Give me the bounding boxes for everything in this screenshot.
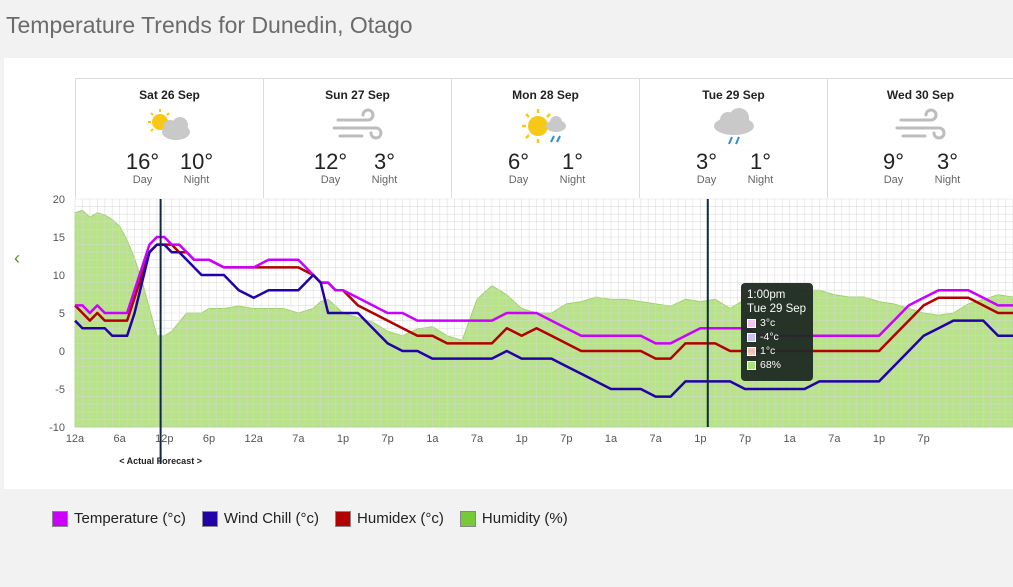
legend-humidex[interactable]: Humidex (°c) (335, 510, 444, 527)
night-temp: 10° (179, 149, 214, 174)
x-tick-label: 12a (244, 433, 263, 445)
legend-wind-chill[interactable]: Wind Chill (°c) (201, 510, 320, 527)
night-temp: 1° (561, 149, 584, 174)
x-tick-label: 7a (471, 433, 484, 445)
x-tick-label: 1a (605, 433, 618, 445)
night-temp: 1° (749, 149, 772, 174)
day-temp: 3° (695, 149, 718, 174)
chart-tooltip: 1:00pm Tue 29 Sep 3°c -4°c 1°c 68% (741, 283, 813, 381)
x-tick-label: 7p (382, 433, 394, 445)
y-tick-label: 5 (59, 308, 65, 320)
x-tick-label: 7p (739, 433, 751, 445)
day-name: Sun 27 Sep (325, 88, 390, 102)
day-panel-tue: Tue 29 Sep 3° Day 1° Night (639, 78, 827, 198)
day-label: Day (132, 174, 153, 186)
x-tick-label: 7p (560, 433, 572, 445)
night-temp: 3° (936, 149, 959, 174)
x-tick-label: 1p (337, 433, 349, 445)
humidex-swatch (747, 346, 756, 356)
x-tick-label: 12p (155, 433, 173, 445)
y-tick-label: 20 (53, 194, 65, 206)
y-tick-label: 0 (59, 346, 65, 358)
y-tick-label: -10 (49, 422, 65, 434)
tooltip-time: 1:00pm (747, 289, 786, 301)
legend-label: Humidex (°c) (357, 510, 444, 527)
x-tick-label: 6a (114, 433, 127, 445)
day-name: Sat 26 Sep (139, 88, 200, 102)
day-panel-sat: Sat 26 Sep 16° Day 10° Night (75, 78, 263, 198)
day-temp: 9° (882, 149, 905, 174)
legend-humidity[interactable]: Humidity (%) (459, 510, 568, 527)
wind-chill-swatch (747, 332, 756, 342)
day-panel-mon: Mon 28 Sep 6° Day 1° Night (451, 78, 639, 198)
temperature-swatch (52, 510, 68, 527)
night-label: Night (183, 174, 210, 186)
day-temp: 6° (507, 149, 530, 174)
day-label: Day (696, 174, 717, 186)
y-tick-label: 10 (53, 270, 65, 282)
x-tick-label: 7a (650, 433, 663, 445)
sun-cloud-icon (76, 106, 263, 150)
night-label: Night (371, 174, 398, 186)
y-tick-label: 15 (53, 232, 65, 244)
night-label: Night (747, 174, 774, 186)
night-label: Night (559, 174, 586, 186)
day-panel-wed: Wed 30 Sep 9° Day 3° Night (827, 78, 1013, 198)
series-line-wind (74, 243, 1013, 398)
wind-chill-swatch (201, 510, 218, 527)
cloud-rain-icon (640, 106, 827, 150)
day-label: Day (883, 174, 904, 186)
tooltip-date: Tue 29 Sep (747, 303, 807, 315)
night-temp: 3° (373, 149, 396, 174)
wind-icon (828, 106, 1013, 150)
day-label: Day (508, 174, 529, 186)
tooltip-wind-chill: -4°c (760, 331, 779, 343)
night-label: Night (934, 174, 961, 186)
day-name: Wed 30 Sep (886, 88, 955, 102)
x-tick-label: 7a (828, 433, 841, 445)
legend: Temperature (°c) Wind Chill (°c) Humidex… (52, 510, 568, 527)
day-temp: 16° (125, 149, 160, 174)
humidex-swatch (335, 510, 352, 527)
temperature-swatch (747, 318, 756, 328)
tooltip-humidity: 68% (760, 359, 782, 371)
day-label: Day (320, 174, 341, 186)
x-tick-label: 7p (918, 433, 930, 445)
day-name: Mon 28 Sep (512, 88, 579, 102)
series-line-temperature (75, 235, 1013, 345)
legend-label: Wind Chill (°c) (223, 510, 320, 527)
series-line-humidex (74, 243, 1013, 360)
day-panel-sun: Sun 27 Sep 12° Day 3° Night (263, 78, 451, 198)
humidity-swatch (747, 360, 756, 370)
day-name: Tue 29 Sep (702, 88, 765, 102)
x-tick-label: 1p (694, 433, 706, 445)
legend-label: Humidity (%) (481, 510, 568, 527)
tooltip-temperature: 3°c (760, 317, 776, 329)
x-tick-label: 1a (426, 433, 439, 445)
x-tick-label: 1a (784, 433, 797, 445)
legend-temperature[interactable]: Temperature (°c) (52, 510, 186, 527)
x-tick-label: 1p (873, 433, 885, 445)
humidity-swatch (459, 510, 476, 527)
x-tick-label: 12a (66, 433, 85, 445)
x-tick-label: 1p (516, 433, 528, 445)
x-tick-label: 6p (203, 433, 215, 445)
chevron-left-icon[interactable]: ‹ (14, 248, 20, 268)
legend-label: Temperature (°c) (74, 510, 186, 527)
actual-forecast-label: < Actual Forecast > (119, 456, 202, 466)
page-title: Temperature Trends for Dunedin, Otago (6, 12, 413, 38)
day-temp: 12° (313, 149, 348, 174)
y-tick-label: -5 (55, 384, 65, 396)
wind-icon (264, 106, 451, 150)
sun-rain-icon (452, 106, 639, 150)
chart-card: 20 15 10 5 0 -5 -10 12a 6a 12p 6p 12a 7a 1p 7p 1a 7a 1p 7p… (4, 58, 1013, 489)
tooltip-humidex: 1°c (760, 345, 776, 357)
x-tick-label: 7a (292, 433, 305, 445)
